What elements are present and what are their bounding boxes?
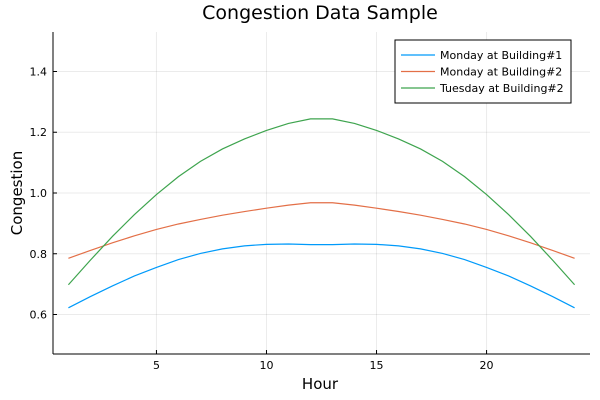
y-tick-label: 0.6 (30, 309, 48, 322)
x-tick-label: 20 (480, 359, 494, 372)
y-axis-title: Congestion (8, 151, 26, 235)
legend-label-3: Tuesday at Building#2 (439, 82, 564, 95)
legend: Monday at Building#1 Monday at Building#2… (394, 39, 572, 104)
y-tick-label: 1.4 (30, 65, 48, 78)
chart-title: Congestion Data Sample (202, 2, 438, 24)
series-line-2 (68, 202, 575, 259)
x-axis-title: Hour (302, 375, 339, 393)
series-layer (67, 118, 576, 309)
x-tick-label: 15 (370, 359, 384, 372)
tick-layer: 5 10 15 20 0.6 0.8 1.0 1.2 1.4 (30, 65, 494, 372)
legend-label-1: Monday at Building#1 (440, 49, 562, 62)
y-tick-label: 1.0 (30, 187, 48, 200)
x-tick-label: 5 (153, 359, 160, 372)
x-tick-label: 10 (259, 359, 273, 372)
series-line-3 (67, 118, 576, 286)
legend-label-2: Monday at Building#2 (440, 66, 562, 79)
y-tick-label: 1.2 (30, 126, 48, 139)
y-tick-label: 0.8 (30, 248, 48, 261)
series-line-1 (68, 243, 575, 309)
